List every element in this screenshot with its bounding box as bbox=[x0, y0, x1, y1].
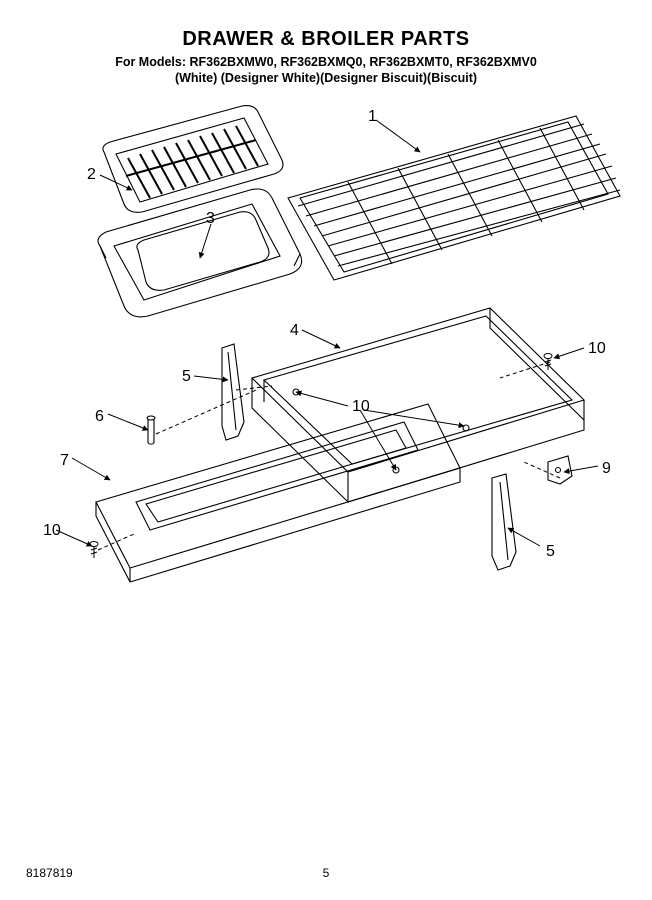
doc-number: 8187819 bbox=[26, 866, 73, 880]
page-number: 5 bbox=[323, 866, 330, 880]
callout-5: 5 bbox=[182, 368, 191, 386]
callout-6: 6 bbox=[95, 408, 104, 426]
colors-line: (White) (Designer White)(Designer Biscui… bbox=[0, 71, 652, 85]
part-broiler-pan bbox=[98, 189, 302, 317]
models-line: For Models: RF362BXMW0, RF362BXMQ0, RF36… bbox=[0, 55, 652, 69]
part-glide-rail-left bbox=[222, 344, 244, 440]
callout-4: 4 bbox=[290, 322, 299, 340]
callout-9: 9 bbox=[602, 460, 611, 478]
page-root: DRAWER & BROILER PARTS For Models: RF362… bbox=[0, 0, 652, 900]
diagram-svg bbox=[0, 90, 652, 690]
callout-7: 7 bbox=[60, 452, 69, 470]
part-screw-b bbox=[90, 542, 98, 559]
part-oven-rack bbox=[288, 116, 620, 280]
header: DRAWER & BROILER PARTS For Models: RF362… bbox=[0, 28, 652, 85]
callout-10: 10 bbox=[588, 340, 606, 358]
part-glide-rail-right bbox=[492, 474, 516, 570]
part-broiler-grid bbox=[103, 106, 283, 213]
part-bracket bbox=[548, 456, 572, 484]
part-pin bbox=[147, 416, 155, 444]
part-drawer-body bbox=[252, 308, 584, 502]
callout-10: 10 bbox=[43, 522, 61, 540]
callout-1: 1 bbox=[368, 108, 377, 126]
page-title: DRAWER & BROILER PARTS bbox=[0, 28, 652, 51]
exploded-diagram: 1 2 3 4 5 5 6 7 9 10 10 10 bbox=[0, 90, 652, 690]
callout-3: 3 bbox=[206, 210, 215, 228]
callout-5: 5 bbox=[546, 543, 555, 561]
callout-2: 2 bbox=[87, 166, 96, 184]
callout-10: 10 bbox=[352, 398, 370, 416]
